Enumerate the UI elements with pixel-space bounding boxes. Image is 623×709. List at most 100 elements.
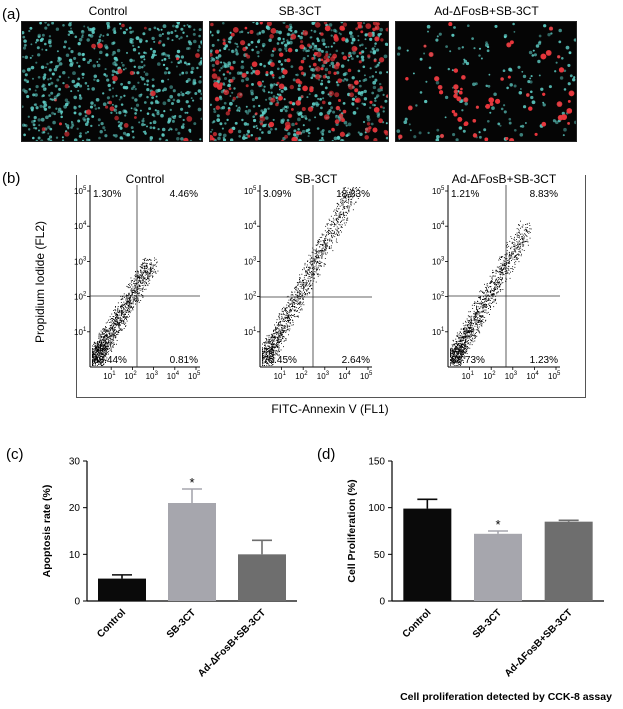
flow-ytick-exp: 5 [83,186,87,192]
image-title-control: Control [88,4,128,18]
bar-1 [168,503,216,601]
flow-plot-sb3ct: 10 110 210 310 410 510 1 10 2 10 3 10 4 10 5SB-3CT3.09… [244,172,373,381]
flow-title: Control [126,172,165,186]
flow-events [92,257,159,366]
flow-xtick-exp: 5 [369,371,373,377]
flow-xtick: 10 [146,372,155,381]
flow-ytick: 10 [244,222,253,231]
bar-1 [474,533,522,601]
quadrant-upper-right: 4.46% [170,189,198,200]
flow-xtick: 10 [295,372,304,381]
y-tick-label: 50 [374,550,386,561]
image-title-adfosb: Ad-ΔFosB+SB-3CT [434,4,539,18]
flow-xtick: 10 [360,372,369,381]
quadrant-lower-right: 1.23% [530,355,558,366]
flow-xtick: 10 [124,372,133,381]
flow-cytometry-plots: 10 110 210 310 410 510 1 10 2 10 3 10 4 10 5Control1.3… [74,172,561,381]
significance-marker: * [189,475,194,490]
flow-frame [76,175,586,398]
flow-ytick-exp: 5 [253,186,257,192]
flow-ytick: 10 [74,257,83,266]
quadrant-lower-right: 0.81% [170,355,198,366]
y-tick-label: 150 [368,457,385,468]
flow-ylabel-text: Propidium Iodide (FL2) [33,220,47,344]
quadrant-upper-left: 1.30% [93,189,121,200]
flow-xtick: 10 [103,372,112,381]
flow-xtick: 10 [338,372,347,381]
flow-ytick: 10 [244,257,253,266]
flow-xtick-exp: 2 [133,371,137,377]
y-axis-label: Apoptosis rate (%) [41,485,53,578]
flow-ytick-exp: 1 [253,327,257,333]
quadrant-upper-right: 18.83% [336,189,370,200]
bar-0 [98,578,146,601]
y-tick-label: 0 [379,597,385,608]
flow-ytick: 10 [432,257,441,266]
quadrant-upper-left: 1.21% [451,189,479,200]
flow-ytick: 10 [244,293,253,302]
flow-ytick: 10 [432,293,441,302]
panel-label-a: (a) [2,6,21,23]
flow-xtick: 10 [505,372,514,381]
flow-xtick: 10 [548,372,557,381]
flow-xtick: 10 [188,372,197,381]
flow-ytick-exp: 2 [441,292,445,298]
apoptotic-cells [398,22,575,141]
flow-ytick-exp: 4 [83,221,87,227]
cell-proliferation-chart: 0 50 100 150 Cell Proliferation (%) Control * S… [346,457,612,704]
micrograph-sb3ct [209,21,389,142]
flow-ytick: 10 [244,187,253,196]
flow-ytick-exp: 2 [253,292,257,298]
flow-ytick: 10 [74,293,83,302]
flow-ytick: 10 [432,187,441,196]
flow-ytick-exp: 4 [441,221,445,227]
flow-xtick: 10 [274,372,283,381]
flow-xtick-exp: 4 [347,371,351,377]
flow-xtick: 10 [317,372,326,381]
category-label: Ad-ΔFosB+SB-3CT [503,607,575,679]
flow-xtick: 10 [167,372,176,381]
flow-xtick-exp: 2 [304,371,308,377]
quadrant-upper-right: 8.83% [530,189,558,200]
flow-title: SB-3CT [295,172,338,186]
apoptotic-cells [41,23,200,141]
flow-ytick-exp: 1 [441,327,445,333]
flow-xtick-exp: 1 [471,371,475,377]
category-label: SB-3CT [471,607,504,640]
flow-events [450,220,532,366]
apoptotic-cells [210,22,388,141]
y-tick-label: 10 [69,550,81,561]
flow-xtick-exp: 2 [492,371,496,377]
quadrant-lower-left: 88.73% [451,355,485,366]
flow-xtick-exp: 4 [176,371,180,377]
flow-xtick-exp: 3 [155,371,159,377]
flow-ytick: 10 [432,222,441,231]
micrograph-adfosb [395,21,577,142]
y-tick-label: 0 [74,597,80,608]
flow-xtick-exp: 3 [326,371,330,377]
flow-ytick-exp: 5 [441,186,445,192]
flow-xtick-exp: 1 [112,371,116,377]
category-label: Control [95,607,128,640]
flow-xtick-exp: 4 [535,371,539,377]
flow-ytick: 10 [74,222,83,231]
quadrant-lower-left: 75.45% [263,355,297,366]
flow-xtick-exp: 1 [283,371,287,377]
panel-label-d: (d) [317,446,336,463]
category-label: Control [401,607,434,640]
flow-ytick-exp: 1 [83,327,87,333]
quadrant-lower-left: 93.44% [93,355,127,366]
y-tick-label: 20 [69,503,81,514]
flow-ytick-exp: 2 [83,292,87,298]
flow-plot-control: 10 110 210 310 410 510 1 10 2 10 3 10 4 10 5Control1.3… [74,172,201,381]
flow-xtick: 10 [526,372,535,381]
bar-2 [544,521,593,601]
image-title-sb3ct: SB-3CT [278,4,322,18]
category-label: Ad-ΔFosB+SB-3CT [196,607,268,679]
flow-ytick-exp: 3 [253,256,257,262]
flow-plot-adfosb: 10 110 210 310 410 510 1 10 2 10 3 10 4 10 5Ad-ΔFosB+S… [432,172,561,381]
flow-xtick: 10 [483,372,492,381]
flow-xtick-exp: 5 [197,371,201,377]
flow-ytick: 10 [74,328,83,337]
quadrant-lower-right: 2.64% [342,355,370,366]
